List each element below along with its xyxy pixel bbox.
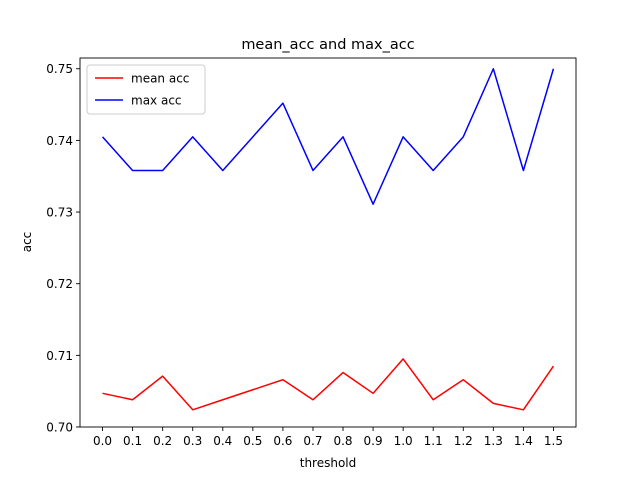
x-tick-label: 0.1 [123, 434, 142, 448]
y-tick-label: 0.74 [46, 134, 73, 148]
plot-frame [79, 57, 577, 428]
x-tick-label: 0.5 [243, 434, 262, 448]
y-tick-label: 0.71 [46, 349, 73, 363]
x-tick-label: 0.0 [93, 434, 112, 448]
y-tick-label: 0.70 [46, 421, 73, 435]
y-tick-label: 0.72 [46, 277, 73, 291]
x-tick-label: 0.2 [153, 434, 172, 448]
x-tick-label: 1.1 [424, 434, 443, 448]
x-tick-label: 0.9 [364, 434, 383, 448]
legend-label: max acc [131, 94, 182, 108]
chart-title: mean_acc and max_acc [241, 37, 414, 53]
y-tick-label: 0.75 [46, 62, 73, 76]
x-tick-label: 0.6 [273, 434, 292, 448]
plot-area: 0.0 0.1 0.2 0.3 0.4 0.5 0.6 0.7 0.8 0.9 1.0 1.1 1.2 1… [46, 57, 577, 448]
x-tick-label: 0.4 [213, 434, 232, 448]
x-tick-label: 1.0 [394, 434, 413, 448]
x-tick-label: 1.4 [514, 434, 533, 448]
x-tick-label: 0.7 [303, 434, 322, 448]
x-tick-label: 0.8 [333, 434, 352, 448]
legend-label: mean acc [131, 72, 189, 86]
x-tick-label: 1.3 [484, 434, 503, 448]
x-tick-label: 1.2 [454, 434, 473, 448]
x-tick-label: 0.3 [183, 434, 202, 448]
y-axis-label: acc [20, 232, 34, 253]
y-tick-label: 0.73 [46, 206, 73, 220]
series-line-mean-acc [102, 358, 555, 411]
x-tick-label: 1.5 [544, 434, 563, 448]
series-line-max-acc [101, 68, 555, 205]
x-axis-label: threshold [300, 456, 357, 470]
